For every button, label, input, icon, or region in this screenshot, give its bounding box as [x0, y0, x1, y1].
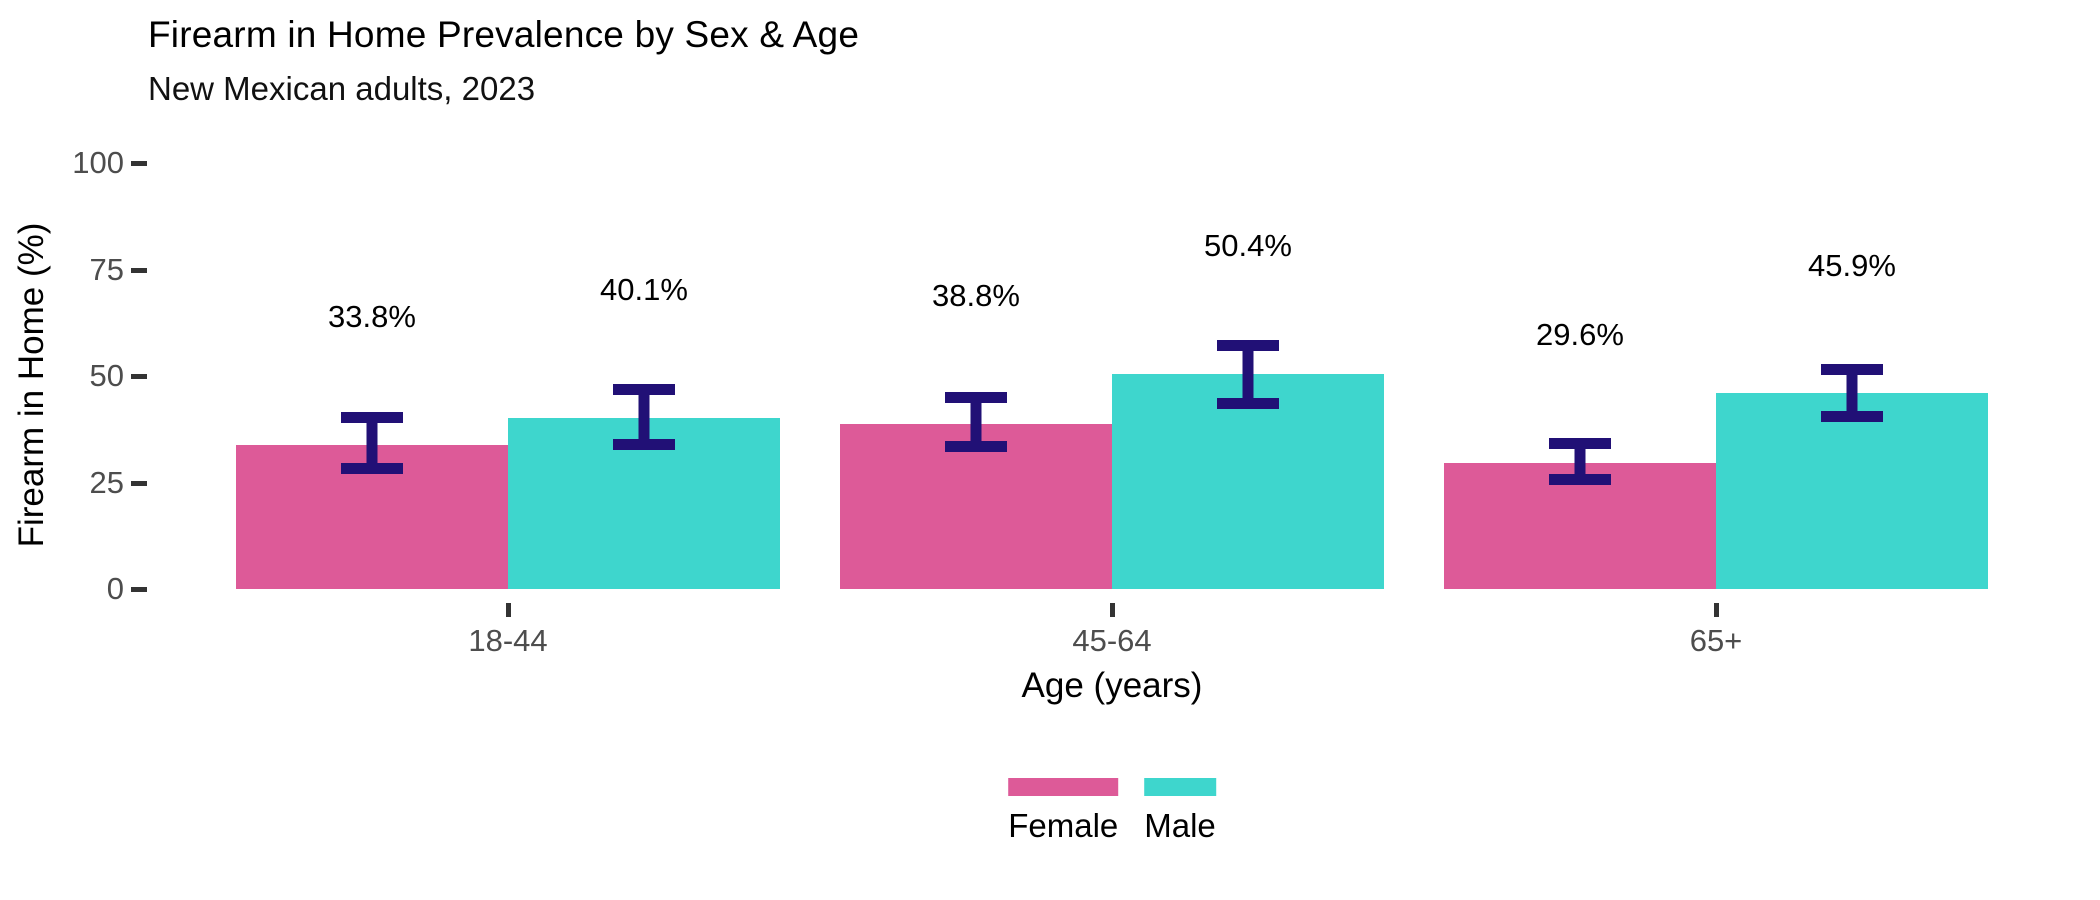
y-axis-tick-label: 25	[89, 464, 124, 500]
errorbar-stem	[970, 392, 982, 452]
x-axis-title: Age (years)	[1021, 666, 1203, 705]
errorbar-stem	[638, 384, 650, 451]
errorbar-cap-bottom	[945, 440, 1007, 452]
errorbar-cap-bottom	[1217, 397, 1279, 409]
x-axis-tick-label: 18-44	[468, 623, 548, 658]
y-axis-tick-mark	[131, 587, 147, 592]
x-axis-tick-label: 45-64	[1072, 623, 1152, 658]
legend-item-male: Male	[1144, 778, 1216, 845]
y-axis-tick-mark	[131, 267, 147, 273]
errorbar-cap-bottom	[613, 439, 675, 451]
legend-label-male: Male	[1144, 807, 1216, 844]
y-axis-tick-label: 100	[72, 145, 124, 180]
legend-swatch-female	[1008, 778, 1119, 796]
errorbar-female-45-64	[945, 392, 1007, 452]
y-axis-tick-mark	[131, 374, 147, 379]
errorbar-cap-bottom	[341, 462, 403, 474]
x-axis-tick-mark	[1714, 603, 1719, 617]
value-label-female-45-64: 38.8%	[932, 277, 1020, 313]
errorbar-male-45-64	[1217, 339, 1279, 409]
value-label-male-18-44: 40.1%	[600, 272, 688, 308]
errorbar-female-18-44	[341, 412, 403, 474]
y-axis-tick-label: 0	[106, 571, 124, 606]
value-label-male-65+: 45.9%	[1808, 247, 1896, 283]
chart-subtitle: New Mexican adults, 2023	[148, 70, 536, 107]
bar-male-45-64	[1112, 374, 1384, 589]
y-axis-tick-label: 75	[89, 251, 124, 287]
x-axis-tick-mark	[506, 603, 511, 617]
x-axis-tick-label: 65+	[1689, 623, 1743, 658]
x-axis-tick-mark	[1110, 603, 1115, 617]
chart-title: Firearm in Home Prevalence by Sex & Age	[148, 14, 860, 55]
errorbar-stem	[366, 412, 378, 474]
errorbar-male-65+	[1821, 364, 1883, 422]
errorbar-male-18-44	[613, 384, 675, 451]
value-label-female-18-44: 33.8%	[328, 299, 416, 335]
errorbar-stem	[1846, 364, 1858, 422]
value-label-male-45-64: 50.4%	[1204, 228, 1292, 264]
errorbar-cap-bottom	[1821, 410, 1883, 422]
y-axis-tick-mark	[131, 480, 147, 486]
legend-swatch-male	[1144, 778, 1216, 796]
errorbar-stem	[1242, 339, 1254, 409]
errorbar-stem	[1574, 438, 1586, 486]
legend-label-female: Female	[1008, 807, 1119, 844]
legend-item-female: Female	[1008, 778, 1119, 845]
errorbar-female-65+	[1549, 438, 1611, 486]
y-axis-tick-mark	[131, 161, 147, 166]
value-label-female-65+: 29.6%	[1536, 317, 1624, 353]
errorbar-cap-bottom	[1549, 474, 1611, 486]
legend: Female Male	[1008, 778, 1216, 845]
y-axis-tick-label: 50	[89, 358, 124, 393]
bar-male-65+	[1716, 393, 1988, 589]
